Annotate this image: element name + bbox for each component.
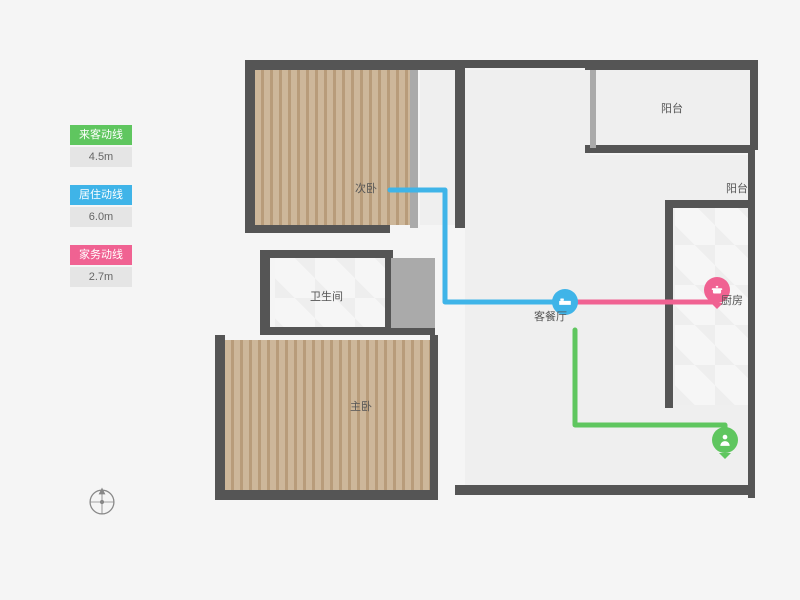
floorplan: 阳台 阳台 次卧 卫生间 客餐厅 厨房 主卧 [195,40,755,530]
legend-living-value: 6.0m [70,207,132,227]
label-master: 主卧 [350,398,372,414]
person-icon [718,433,732,447]
legend-chore: 家务动线 2.7m [70,245,132,287]
label-bedroom2: 次卧 [355,180,377,196]
label-balcony1: 阳台 [661,100,683,116]
legend-guest-value: 4.5m [70,147,132,167]
bed-icon [558,295,572,309]
label-livingdin: 客餐厅 [534,308,567,324]
legend-living-label: 居住动线 [70,185,132,205]
label-bathroom: 卫生间 [310,288,343,304]
legend-chore-label: 家务动线 [70,245,132,265]
path-living [390,190,565,302]
path-guest [575,330,725,440]
legend: 来客动线 4.5m 居住动线 6.0m 家务动线 2.7m [70,125,132,305]
legend-guest: 来客动线 4.5m [70,125,132,167]
label-balcony2: 阳台 [726,180,748,196]
compass-icon [85,485,119,524]
entry-marker [712,427,738,453]
legend-guest-label: 来客动线 [70,125,132,145]
legend-chore-value: 2.7m [70,267,132,287]
legend-living: 居住动线 6.0m [70,185,132,227]
label-kitchen: 厨房 [721,292,743,308]
